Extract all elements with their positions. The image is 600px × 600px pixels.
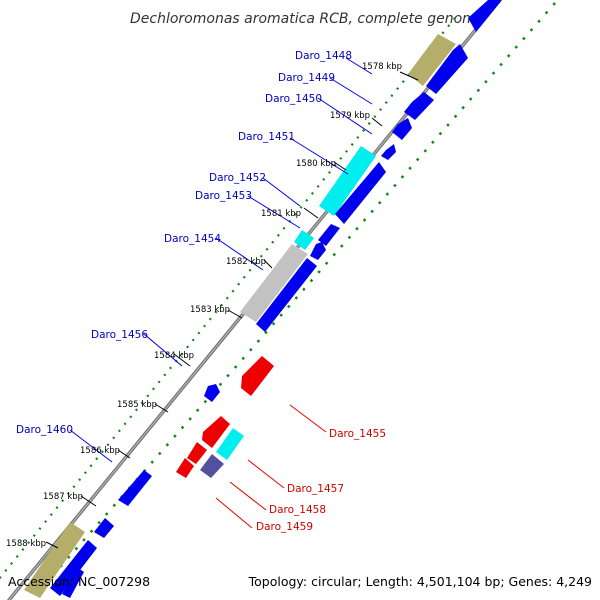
gene-arrow: [426, 44, 468, 94]
gene-label-daro-1449[interactable]: Daro_1449: [278, 72, 335, 84]
gene-arrow: [118, 470, 152, 506]
gene-label-daro-1458[interactable]: Daro_1458: [269, 504, 326, 516]
gene-arrow: [318, 224, 340, 246]
gene-label-daro-1454[interactable]: Daro_1454: [164, 233, 221, 245]
gene-label-daro-1456[interactable]: Daro_1456: [91, 329, 148, 341]
kbp-label: 1578 kbp: [362, 62, 402, 72]
feature-track: [24, 0, 502, 598]
gene-label-daro-1451[interactable]: Daro_1451: [238, 131, 295, 143]
gene-label-daro-1460[interactable]: Daro_1460: [16, 424, 73, 436]
kbp-label: 1580 kbp: [296, 159, 336, 169]
gene-arrow: [392, 118, 412, 140]
kbp-label: 1581 kbp: [261, 209, 301, 219]
gene-feature-cyan: [216, 428, 244, 460]
gene-arrow: [94, 518, 114, 538]
gene-label-daro-1452[interactable]: Daro_1452: [209, 172, 266, 184]
gene-arrow: [335, 162, 386, 224]
gene-feature-red: [176, 458, 194, 478]
accession-label: Accession: NC_007298: [8, 574, 150, 589]
gene-labels: Daro_1448 Daro_1449 Daro_1450 Daro_1451 …: [16, 50, 386, 533]
genome-title: Dechloromonas aromatica RCB, complete ge…: [130, 11, 484, 27]
gene-arrow: [256, 258, 317, 332]
gene-arrow: [204, 384, 220, 402]
kbp-scale-labels: 1578 kbp 1579 kbp 1580 kbp 1581 kbp 1582…: [6, 62, 402, 549]
kbp-label: 1588 kbp: [6, 539, 46, 549]
kbp-label: 1585 kbp: [117, 400, 157, 410]
label-leaders: [45, 57, 419, 549]
kbp-label: 1582 kbp: [226, 257, 266, 267]
kbp-label: 1583 kbp: [190, 305, 230, 315]
gene-arrow: [50, 540, 97, 596]
gene-feature-red: [241, 356, 274, 396]
gene-label-daro-1457[interactable]: Daro_1457: [287, 483, 344, 495]
gene-arrow: [62, 568, 84, 598]
gene-arrow: [310, 242, 326, 260]
gene-arrow: [404, 92, 434, 120]
gene-feature-gray: [240, 244, 308, 322]
gene-label-daro-1448[interactable]: Daro_1448: [295, 50, 352, 62]
gene-label-daro-1459[interactable]: Daro_1459: [256, 521, 313, 533]
gene-feature-olive: [408, 34, 456, 86]
kbp-label: 1587 kbp: [43, 492, 83, 502]
gene-feature-slate: [200, 454, 224, 478]
gene-feature-red: [187, 442, 207, 464]
gene-arrow: [468, 0, 502, 32]
inner-tick-ring: [0, 17, 456, 580]
gene-label-daro-1450[interactable]: Daro_1450: [265, 93, 322, 105]
gene-feature-cyan: [294, 230, 314, 250]
gene-arrow: [381, 144, 396, 160]
gene-label-daro-1453[interactable]: Daro_1453: [195, 190, 252, 202]
outer-tick-ring: [39, 2, 556, 591]
gene-feature-cyan: [319, 146, 376, 216]
kbp-label: 1586 kbp: [80, 446, 120, 456]
kbp-label: 1579 kbp: [330, 111, 370, 121]
gene-feature-red: [202, 416, 230, 448]
gene-feature-olive: [24, 522, 85, 598]
kbp-label: 1584 kbp: [154, 351, 194, 361]
topology-label: Topology: circular; Length: 4,501,104 bp…: [248, 574, 592, 589]
gene-label-daro-1455[interactable]: Daro_1455: [329, 428, 386, 440]
